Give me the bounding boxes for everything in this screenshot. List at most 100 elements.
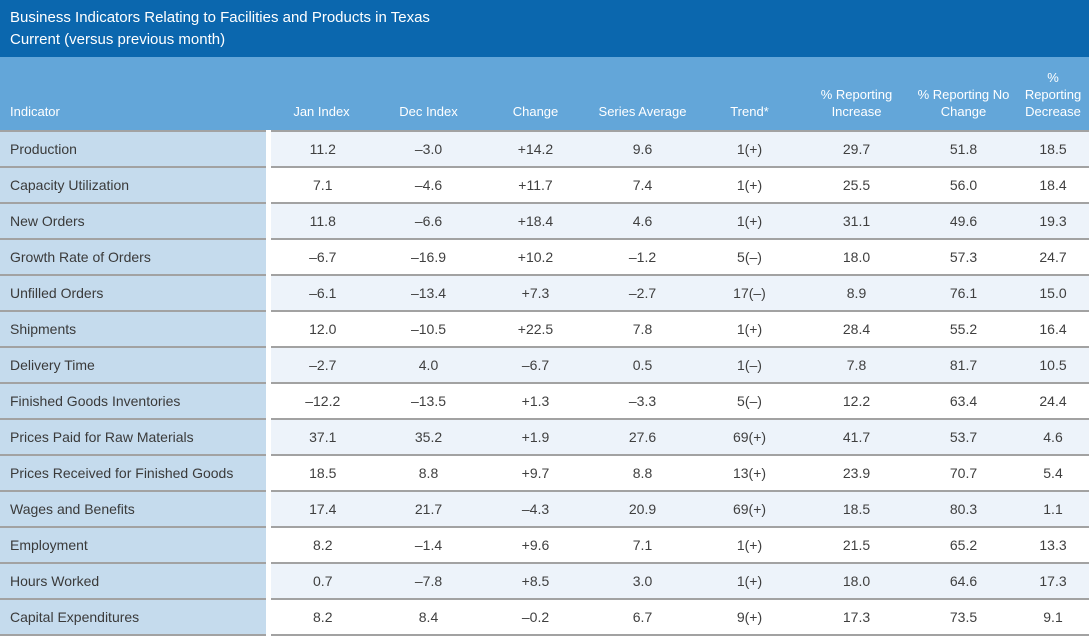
value-cell: –7.8 xyxy=(375,563,482,599)
value-cell: –2.7 xyxy=(268,347,375,383)
value-cell: –12.2 xyxy=(268,383,375,419)
value-cell: 69(+) xyxy=(696,491,803,527)
value-cell: 24.7 xyxy=(1017,239,1089,275)
value-cell: –13.4 xyxy=(375,275,482,311)
value-cell: +1.3 xyxy=(482,383,589,419)
title-bar: Business Indicators Relating to Faciliti… xyxy=(0,0,1089,57)
value-cell: +9.6 xyxy=(482,527,589,563)
column-header-reporting-no-change: % Reporting No Change xyxy=(910,57,1017,131)
value-cell: –4.3 xyxy=(482,491,589,527)
table-row: Shipments 12.0 –10.5 +22.5 7.8 1(+) 28.4 55.2 16… xyxy=(0,311,1089,347)
table-row: Production 11.2 –3.0 +14.2 9.6 1(+) 29.7 51.8 18… xyxy=(0,131,1089,167)
table-row: Capacity Utilization 7.1 –4.6 +11.7 7.4 1(+) 2… xyxy=(0,167,1089,203)
value-cell: 13(+) xyxy=(696,455,803,491)
value-cell: 5.4 xyxy=(1017,455,1089,491)
value-cell: 18.5 xyxy=(268,455,375,491)
value-cell: 5(–) xyxy=(696,239,803,275)
page-title: Business Indicators Relating to Faciliti… xyxy=(10,9,430,26)
value-cell: –16.9 xyxy=(375,239,482,275)
results-table: Indicator Jan Index Dec Index Change Series … xyxy=(0,57,1089,636)
indicator-cell: Capacity Utilization xyxy=(0,167,271,203)
value-cell: 18.4 xyxy=(1017,167,1089,203)
value-cell: 70.7 xyxy=(910,455,1017,491)
value-cell: 1(–) xyxy=(696,347,803,383)
value-cell: 64.6 xyxy=(910,563,1017,599)
indicator-cell: Hours Worked xyxy=(0,563,271,599)
value-cell: 16.4 xyxy=(1017,311,1089,347)
column-header-jan-index: Jan Index xyxy=(268,57,375,131)
value-cell: +7.3 xyxy=(482,275,589,311)
value-cell: +9.7 xyxy=(482,455,589,491)
value-cell: 10.5 xyxy=(1017,347,1089,383)
value-cell: +8.5 xyxy=(482,563,589,599)
value-cell: 20.9 xyxy=(589,491,696,527)
value-cell: +18.4 xyxy=(482,203,589,239)
value-cell: 1(+) xyxy=(696,131,803,167)
value-cell: 11.2 xyxy=(268,131,375,167)
table-row: Growth Rate of Orders –6.7 –16.9 +10.2 –1.2 5… xyxy=(0,239,1089,275)
table-header: Indicator Jan Index Dec Index Change Series … xyxy=(0,57,1089,131)
value-cell: –6.6 xyxy=(375,203,482,239)
value-cell: 3.0 xyxy=(589,563,696,599)
indicator-cell: Delivery Time xyxy=(0,347,271,383)
indicator-cell: Prices Received for Finished Goods xyxy=(0,455,271,491)
value-cell: 7.1 xyxy=(589,527,696,563)
value-cell: 12.2 xyxy=(803,383,910,419)
value-cell: 24.4 xyxy=(1017,383,1089,419)
value-cell: 15.0 xyxy=(1017,275,1089,311)
value-cell: 35.2 xyxy=(375,419,482,455)
table-body: Production 11.2 –3.0 +14.2 9.6 1(+) 29.7 51.8 18… xyxy=(0,131,1089,635)
value-cell: 8.2 xyxy=(268,599,375,635)
value-cell: –1.4 xyxy=(375,527,482,563)
value-cell: 69(+) xyxy=(696,419,803,455)
indicator-cell: Prices Paid for Raw Materials xyxy=(0,419,271,455)
value-cell: –6.1 xyxy=(268,275,375,311)
value-cell: 81.7 xyxy=(910,347,1017,383)
value-cell: 19.3 xyxy=(1017,203,1089,239)
value-cell: 1(+) xyxy=(696,527,803,563)
indicator-cell: Growth Rate of Orders xyxy=(0,239,271,275)
value-cell: –10.5 xyxy=(375,311,482,347)
value-cell: 6.7 xyxy=(589,599,696,635)
value-cell: 31.1 xyxy=(803,203,910,239)
column-header-reporting-increase: % Reporting Increase xyxy=(803,57,910,131)
value-cell: 1(+) xyxy=(696,167,803,203)
value-cell: 27.6 xyxy=(589,419,696,455)
column-header-reporting-decrease: % Reporting Decrease xyxy=(1017,57,1089,131)
value-cell: 13.3 xyxy=(1017,527,1089,563)
value-cell: 11.8 xyxy=(268,203,375,239)
indicator-cell: Wages and Benefits xyxy=(0,491,271,527)
value-cell: 25.5 xyxy=(803,167,910,203)
value-cell: 23.9 xyxy=(803,455,910,491)
value-cell: 37.1 xyxy=(268,419,375,455)
value-cell: 80.3 xyxy=(910,491,1017,527)
value-cell: –6.7 xyxy=(268,239,375,275)
indicator-cell: Capital Expenditures xyxy=(0,599,271,635)
table-row: Prices Paid for Raw Materials 37.1 35.2 +1.… xyxy=(0,419,1089,455)
value-cell: 12.0 xyxy=(268,311,375,347)
indicator-cell: Employment xyxy=(0,527,271,563)
value-cell: 9(+) xyxy=(696,599,803,635)
value-cell: 63.4 xyxy=(910,383,1017,419)
value-cell: 41.7 xyxy=(803,419,910,455)
column-header-series-average: Series Average xyxy=(589,57,696,131)
indicator-cell: New Orders xyxy=(0,203,271,239)
table-row: Delivery Time –2.7 4.0 –6.7 0.5 1(–) 7.8 81.7 10… xyxy=(0,347,1089,383)
value-cell: 18.5 xyxy=(803,491,910,527)
indicator-cell: Production xyxy=(0,131,271,167)
value-cell: 17.3 xyxy=(1017,563,1089,599)
value-cell: –0.2 xyxy=(482,599,589,635)
indicator-cell: Shipments xyxy=(0,311,271,347)
value-cell: 8.4 xyxy=(375,599,482,635)
value-cell: –2.7 xyxy=(589,275,696,311)
table-row: Capital Expenditures 8.2 8.4 –0.2 6.7 9(+) 17.… xyxy=(0,599,1089,635)
table-row: Unfilled Orders –6.1 –13.4 +7.3 –2.7 17(–) 8.9… xyxy=(0,275,1089,311)
value-cell: 65.2 xyxy=(910,527,1017,563)
value-cell: 0.5 xyxy=(589,347,696,383)
value-cell: 28.4 xyxy=(803,311,910,347)
value-cell: 17.4 xyxy=(268,491,375,527)
column-header-dec-index: Dec Index xyxy=(375,57,482,131)
value-cell: –4.6 xyxy=(375,167,482,203)
column-header-trend: Trend* xyxy=(696,57,803,131)
